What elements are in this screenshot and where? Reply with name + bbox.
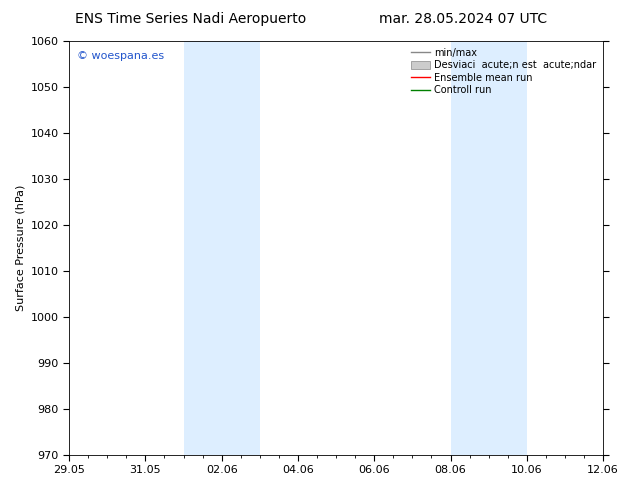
Text: © woespana.es: © woespana.es [77, 51, 164, 61]
Legend: min/max, Desviaci  acute;n est  acute;ndar, Ensemble mean run, Controll run: min/max, Desviaci acute;n est acute;ndar… [409, 46, 598, 97]
Text: mar. 28.05.2024 07 UTC: mar. 28.05.2024 07 UTC [378, 12, 547, 26]
Bar [451, 41, 527, 455]
Y-axis label: Surface Pressure (hPa): Surface Pressure (hPa) [15, 185, 25, 311]
Text: ENS Time Series Nadi Aeropuerto: ENS Time Series Nadi Aeropuerto [75, 12, 306, 26]
Bar [183, 41, 260, 455]
